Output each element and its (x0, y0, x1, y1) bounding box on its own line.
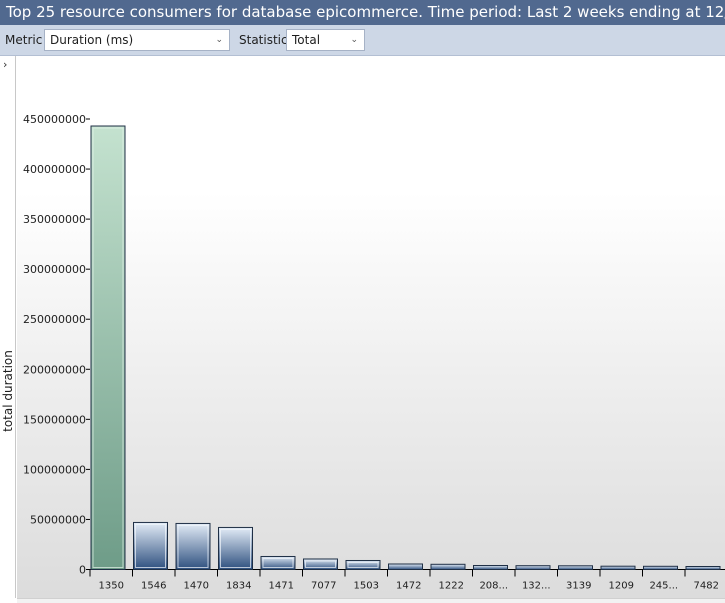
metric-label: Metric (5, 33, 43, 47)
bar[interactable] (260, 555, 296, 571)
chevron-down-icon: ⌄ (215, 35, 223, 45)
x-tick-label: 1503 (354, 581, 379, 592)
y-tick-label: 0 (79, 564, 86, 577)
bar-inner-edge (135, 523, 166, 569)
y-axis-label: total duration (1, 350, 15, 432)
y-tick-label: 50000000 (30, 513, 86, 526)
y-tick-label: 200000000 (23, 363, 86, 376)
bar[interactable] (218, 526, 253, 571)
x-tick-label: 1350 (99, 581, 124, 592)
bar-inner-edge (177, 524, 209, 568)
bar[interactable] (643, 565, 678, 571)
bar[interactable] (175, 522, 211, 570)
x-tick-label: 1209 (609, 581, 634, 592)
x-tick-label: 1472 (396, 581, 421, 592)
expand-chevron-icon[interactable]: › (3, 58, 8, 71)
bar-inner-edge (262, 557, 294, 569)
statistic-dropdown[interactable]: Total ⌄ (286, 29, 365, 51)
y-tick-label: 150000000 (23, 413, 86, 426)
x-tick-label: 245... (649, 581, 678, 592)
y-tick-label: 250000000 (23, 313, 86, 326)
bar[interactable] (430, 563, 466, 570)
x-tick-label: 3139 (566, 581, 591, 592)
toolbar: Metric Duration (ms) ⌄ Statistic Total ⌄ (0, 25, 725, 56)
x-tick-label: 1471 (269, 581, 294, 592)
bar-inner-edge (347, 561, 379, 568)
chevron-down-icon: ⌄ (350, 35, 358, 45)
bar[interactable] (473, 564, 508, 570)
statistic-dropdown-value: Total (292, 33, 321, 47)
metric-dropdown[interactable]: Duration (ms) ⌄ (44, 29, 230, 51)
y-tick-label: 300000000 (23, 263, 86, 276)
bar-chart: 0 50000000 100000000 150000000 200000000 2500… (23, 113, 725, 592)
bar[interactable] (133, 521, 168, 571)
bar[interactable] (685, 565, 721, 571)
bar-inner-edge (220, 528, 251, 569)
y-tick-label: 450000000 (23, 113, 86, 126)
x-tick-label: 1546 (141, 581, 166, 592)
bar[interactable] (345, 559, 381, 570)
bar[interactable] (515, 565, 551, 570)
x-tick-label: 1222 (439, 581, 464, 592)
x-tick-label: 132... (522, 581, 551, 592)
y-tick-label: 400000000 (23, 163, 86, 176)
bar[interactable] (388, 563, 423, 571)
bar-inner-edge (305, 560, 336, 569)
bar[interactable] (600, 565, 636, 570)
bar-inner-edge (92, 127, 124, 568)
bar[interactable] (303, 558, 338, 571)
y-tick-label: 100000000 (23, 463, 86, 476)
x-tick-label: 7482 (694, 581, 719, 592)
horizontal-scrollbar[interactable] (17, 598, 725, 603)
x-tick-label: 208... (479, 581, 508, 592)
statistic-label: Statistic (239, 33, 288, 47)
window-title: Top 25 resource consumers for database e… (0, 0, 725, 25)
x-tick-label: 7077 (311, 581, 336, 592)
metric-dropdown-value: Duration (ms) (50, 33, 134, 47)
y-tick-label: 350000000 (23, 213, 86, 226)
chart-area: 0 50000000 100000000 150000000 200000000 2500… (17, 57, 725, 598)
collapsed-side-panel[interactable]: › total duration (0, 56, 16, 598)
bar-selected[interactable] (90, 125, 126, 570)
x-tick-label: 1834 (226, 581, 251, 592)
x-tick-label: 1470 (184, 581, 209, 592)
bar[interactable] (558, 565, 593, 571)
